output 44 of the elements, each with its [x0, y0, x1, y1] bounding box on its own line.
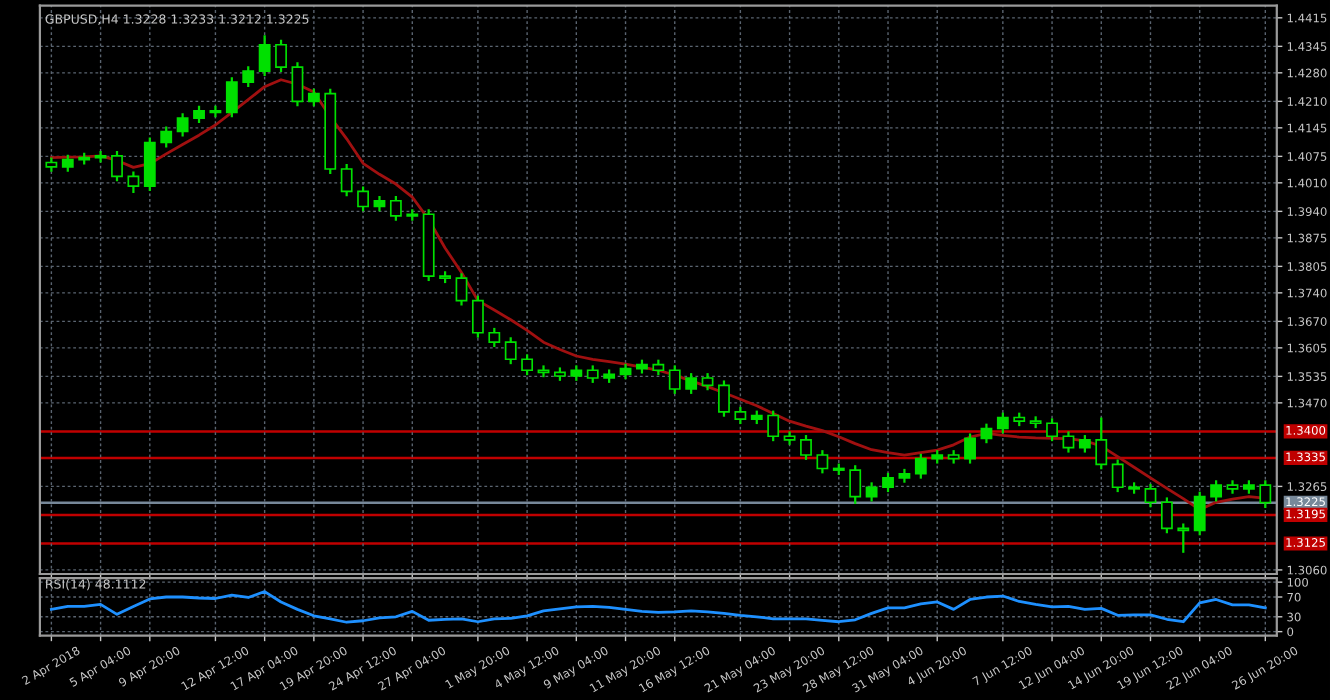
candlestick [488, 326, 501, 349]
candlestick [340, 162, 353, 198]
candlestick [94, 149, 107, 164]
candlestick [1210, 479, 1223, 503]
candlestick [242, 65, 255, 89]
candlestick [816, 449, 829, 475]
candlestick [964, 432, 976, 465]
candlestick [865, 481, 878, 503]
candlestick [1046, 417, 1058, 443]
candlestick [1062, 430, 1075, 454]
candlestick [1144, 482, 1157, 509]
candlestick [980, 422, 993, 445]
candlestick [685, 372, 698, 396]
candlestick [258, 34, 271, 78]
candlestick [1160, 496, 1173, 535]
candlestick [996, 411, 1009, 435]
candlestick [537, 364, 550, 379]
candlestick [225, 76, 238, 119]
candlestick [291, 61, 304, 108]
line-series [49, 590, 1267, 624]
candlestick [160, 125, 173, 149]
candlestick [800, 433, 812, 462]
candlestick [718, 379, 730, 418]
candlestick [882, 471, 894, 494]
candlestick [389, 194, 402, 222]
candlestick [471, 294, 484, 339]
candlestick [357, 185, 369, 213]
candlestick [209, 104, 222, 119]
candlestick [1095, 416, 1108, 471]
candlestick [1259, 479, 1272, 510]
candlestick [1193, 490, 1206, 537]
candlestick [521, 353, 534, 377]
candlestick [504, 336, 517, 366]
candlestick [455, 272, 468, 307]
candlestick [127, 170, 140, 195]
candlestick [914, 452, 927, 480]
candlestick [668, 364, 681, 396]
candlestick [275, 38, 287, 74]
candlestick [176, 112, 189, 138]
candlestick [849, 464, 862, 506]
candlestick [1111, 458, 1124, 494]
candlestick [111, 149, 123, 183]
candlestick [143, 136, 156, 193]
candlestick [767, 409, 780, 443]
